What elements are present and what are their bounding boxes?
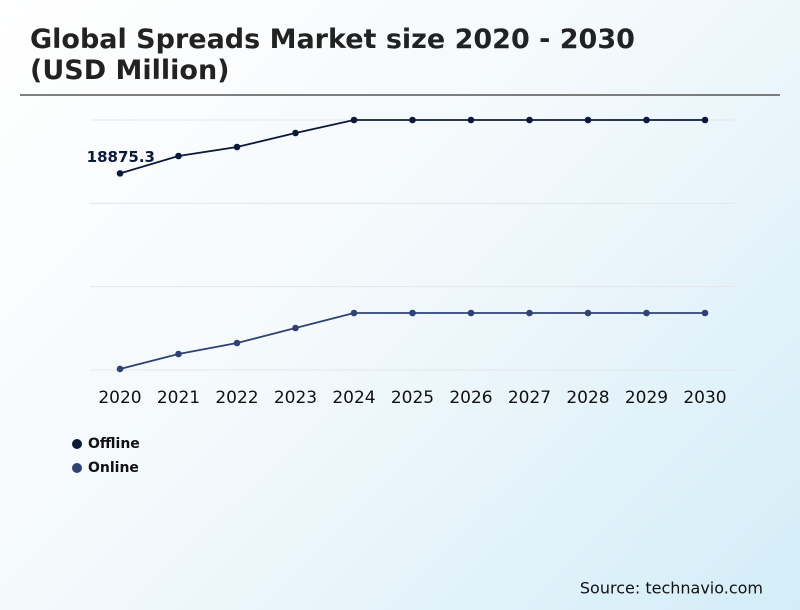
x-tick-label: 2021 (157, 388, 200, 408)
x-tick-label: 2029 (625, 388, 668, 408)
data-point (409, 309, 416, 317)
series-line (119, 312, 705, 370)
x-tick-label: 2022 (215, 388, 258, 408)
data-point (233, 143, 241, 151)
chart-title: Global Spreads Market size 2020 - 2030 (… (30, 24, 635, 86)
data-point (526, 116, 533, 124)
series-line (119, 119, 705, 175)
data-point (409, 116, 416, 124)
data-point (292, 129, 299, 137)
data-point (584, 309, 592, 317)
legend-label: Online (88, 460, 139, 476)
data-point (701, 309, 709, 317)
source: Source: technavio.com (580, 579, 763, 598)
data-point (116, 365, 124, 373)
x-tick-label: 2020 (98, 388, 141, 408)
data-point (643, 116, 650, 124)
legend-marker (72, 463, 82, 473)
data-point (292, 324, 299, 332)
data-point (643, 309, 650, 317)
x-tick-label: 2030 (683, 388, 726, 408)
data-point (350, 116, 358, 124)
x-tick-label: 2025 (391, 388, 434, 408)
data-point (467, 116, 475, 124)
data-point (350, 309, 358, 317)
data-point (701, 116, 709, 124)
data-point (584, 116, 592, 124)
x-tick-label: 2024 (332, 388, 375, 408)
x-tick-label: 2023 (274, 388, 317, 408)
data-point (116, 170, 124, 177)
x-tick-label: 2028 (566, 388, 609, 408)
legend-label: Offline (88, 436, 140, 452)
x-tick-label: 2026 (449, 388, 492, 408)
data-point (526, 309, 533, 317)
data-point (175, 152, 182, 160)
legend-marker (72, 439, 82, 449)
data-point (467, 309, 475, 317)
data-point (233, 339, 241, 347)
data-label: 18875.3 (87, 148, 155, 166)
data-point (175, 350, 182, 358)
x-tick-label: 2027 (508, 388, 551, 408)
